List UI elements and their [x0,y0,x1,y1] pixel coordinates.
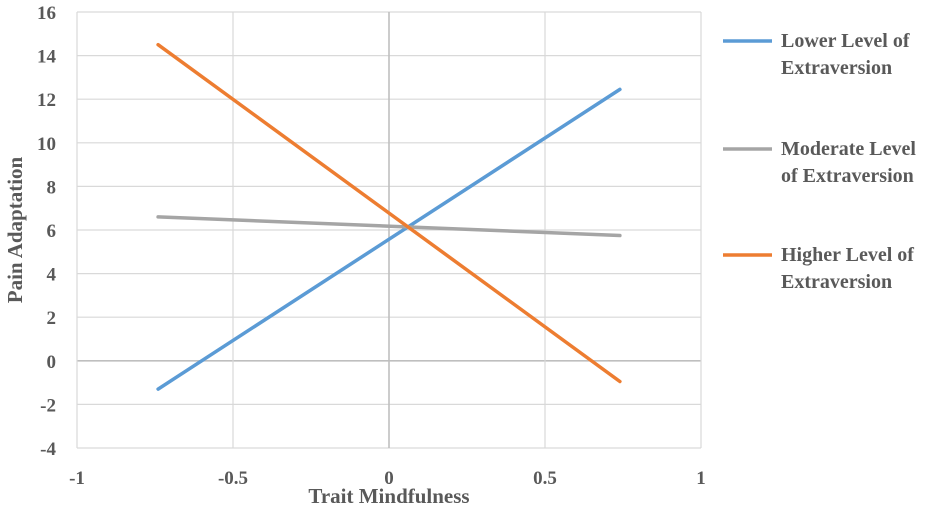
series-line [156,215,622,238]
x-tick-label: -1 [69,468,85,489]
x-tick-label: -0.5 [218,468,248,489]
y-tick-label: -4 [40,439,56,460]
y-tick-label: 2 [47,308,57,329]
tick-labels: -4 -2 0 2 4 6 8 10 12 14 16 -1 -0.5 0 0.5 1 [37,3,706,489]
y-tick-label: 4 [47,265,57,286]
legend-label: Lower Level of [781,30,910,52]
x-tick-label: 1 [696,468,706,489]
legend-label: Extraversion [781,57,892,79]
legend-item: Moderate Level of Extraversion [723,138,916,187]
y-tick-label: 10 [37,134,56,155]
grid [76,11,702,449]
y-axis-title: Pain Adaptation [3,156,27,303]
x-tick-label: 0 [384,468,394,489]
legend-label: Extraversion [781,271,892,293]
y-tick-label: 0 [47,352,57,373]
legend: Lower Level of Extraversion Moderate Level… [723,30,916,293]
series-line [156,87,622,391]
legend-label: of Extraversion [781,165,914,187]
y-tick-label: 6 [47,221,57,242]
y-tick-label: 8 [47,177,57,198]
legend-item: Higher Level of Extraversion [723,244,914,293]
series-line [156,42,622,384]
y-tick-label: 16 [37,3,56,24]
y-tick-label: -2 [40,395,56,416]
legend-item: Lower Level of Extraversion [723,30,910,79]
x-tick-label: 0.5 [533,468,557,489]
y-tick-label: 14 [37,47,57,68]
x-axis-title: Trait Mindfulness [308,484,469,508]
y-tick-label: 12 [37,90,56,111]
series-lines [156,42,622,391]
legend-label: Higher Level of [781,244,914,266]
legend-label: Moderate Level [781,138,916,160]
